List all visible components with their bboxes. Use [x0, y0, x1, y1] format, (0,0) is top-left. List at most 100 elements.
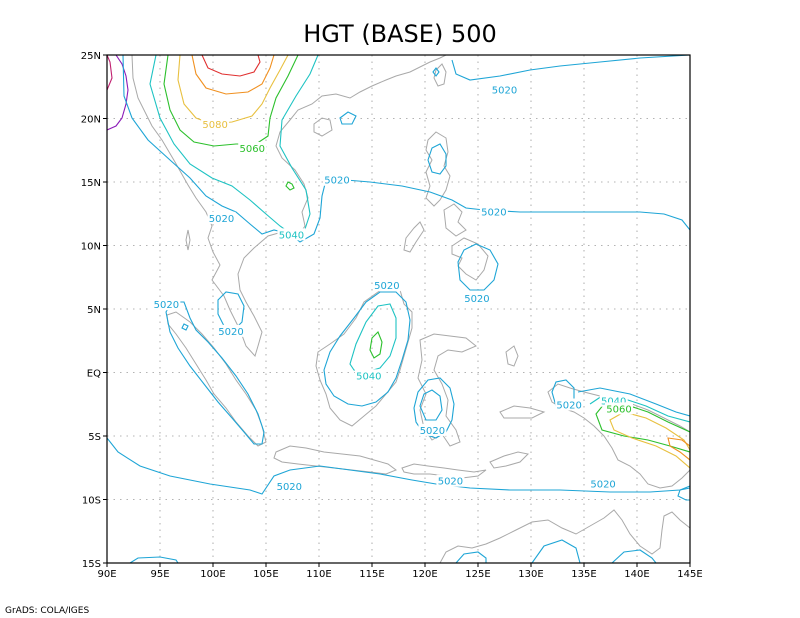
coast-seram	[499, 405, 546, 419]
contour-label: 5020	[277, 482, 302, 493]
contour-label-background	[238, 141, 267, 154]
tick-label-lat: 5S	[88, 432, 101, 443]
contour-5020-luzon	[427, 143, 447, 175]
contour-5120	[201, 55, 261, 77]
contour-label-background	[589, 477, 618, 490]
contour-5020-malaya	[217, 291, 245, 331]
contour-label: 5020	[590, 479, 615, 490]
coast-mindanao	[451, 237, 489, 281]
coast-lesser-sunda	[401, 463, 487, 479]
contour-label-background	[152, 298, 181, 311]
coast-sumatra	[166, 311, 267, 447]
contour-label-background	[217, 324, 246, 337]
tick-label-lon: 90E	[97, 569, 116, 580]
contour-5000-west	[107, 55, 129, 131]
contour-5020-sumatra-north	[165, 301, 265, 445]
coast-palawan	[403, 221, 425, 253]
tick-label-lat: 5N	[87, 305, 101, 316]
contour-5020-taiwan	[432, 67, 440, 77]
contour-label: 5060	[239, 144, 264, 155]
tick-label-lat: 10N	[81, 242, 101, 253]
contour-label: 5020	[464, 294, 489, 305]
coast-java	[273, 445, 398, 475]
contour-5020-mindanao	[457, 243, 499, 291]
contour-label-background	[201, 117, 230, 130]
tick-label-lat: 25N	[81, 51, 101, 62]
contour-5020-sulawesi-inner	[419, 389, 443, 421]
contour-label-background	[277, 228, 306, 241]
credit-text: GrADS: COLA/IGES	[5, 606, 89, 616]
coast-luzon	[425, 131, 451, 207]
contour-label: 5080	[202, 120, 227, 131]
tick-label-lon: 95E	[150, 569, 169, 580]
tick-label-lon: 120E	[412, 569, 437, 580]
contour-label-background	[207, 211, 236, 224]
contour-5020-hainan	[339, 111, 357, 125]
contour-5100	[191, 55, 275, 95]
contour-label: 5020	[492, 86, 517, 97]
contour-5020-bottom-mid	[455, 551, 487, 563]
graticule	[107, 55, 690, 563]
contour-label-background	[372, 279, 401, 292]
map-title: HGT (BASE) 500	[303, 20, 497, 48]
contour-label: 5040	[601, 397, 626, 408]
coast-australia	[439, 509, 690, 563]
contour-5060	[163, 55, 299, 147]
tick-label-lat: 10S	[82, 496, 101, 507]
contour-5080	[177, 55, 289, 125]
contour-label-background	[436, 474, 465, 487]
tick-label-lon: 140E	[624, 569, 649, 580]
coast-timor	[489, 451, 530, 469]
tick-label-lon: 130E	[518, 569, 543, 580]
tick-label-lon: 105E	[253, 569, 278, 580]
contour-labels: 5020 5080 5060 5020 5020 5040 5020 5020 5020 5020…	[152, 83, 633, 493]
coast-visayas	[443, 203, 467, 237]
coast-sulawesi	[417, 333, 477, 447]
contour-label-background	[462, 291, 491, 304]
contour-label: 5020	[481, 207, 506, 218]
coast-mainland-asia	[131, 55, 447, 357]
contour-label: 5040	[279, 230, 304, 241]
coast-taiwan	[433, 63, 447, 87]
tick-label-lon: 115E	[359, 569, 384, 580]
coast-andaman	[185, 229, 191, 251]
contour-label: 5040	[356, 371, 381, 382]
contour-label: 5020	[209, 214, 234, 225]
contour-5020-newguinea	[577, 387, 690, 417]
longitude-ticks: 90E 95E 100E 105E 110E 115E 120E 125E 130E 135E 14…	[97, 563, 703, 580]
tick-label-lon: 110E	[306, 569, 331, 580]
coast-borneo	[315, 283, 413, 427]
contour-label-background	[354, 369, 383, 382]
tick-label-lat: EQ	[87, 369, 101, 380]
contour-5020-bottom-west	[129, 556, 179, 563]
contour-label: 5020	[374, 281, 399, 292]
contour-label: 5060	[606, 404, 631, 415]
contour-label-background	[604, 402, 633, 415]
contour-5020-northeast	[451, 55, 690, 81]
contour-label: 5020	[218, 327, 243, 338]
contour-5020-bottom-right	[611, 549, 657, 563]
contour-label-background	[418, 423, 447, 436]
contour-5060-borneo	[369, 331, 383, 359]
contour-5040-north	[149, 55, 319, 237]
tick-label-lon: 100E	[200, 569, 225, 580]
contour-label-background	[479, 205, 508, 218]
tick-label-lat: 15S	[82, 559, 101, 570]
contour-5080-newguinea	[609, 411, 690, 469]
contour-label: 5020	[154, 300, 179, 311]
contour-5100-newguinea	[667, 437, 690, 461]
tick-label-lon: 125E	[465, 569, 490, 580]
contour-5020-southeast	[677, 485, 690, 501]
contour-label-background	[490, 83, 519, 96]
contour-5060-small	[285, 181, 295, 191]
tick-label-lat: 15N	[81, 178, 101, 189]
contour-5020-bottom-east	[531, 539, 581, 563]
contour-5020-south	[107, 437, 690, 495]
contour-label: 5020	[438, 477, 463, 488]
tick-label-lat: 20N	[81, 115, 101, 126]
contour-label-background	[323, 173, 352, 186]
contour-label: 5020	[420, 426, 445, 437]
contour-label-background	[275, 479, 304, 492]
coast-halmahera	[505, 345, 519, 367]
